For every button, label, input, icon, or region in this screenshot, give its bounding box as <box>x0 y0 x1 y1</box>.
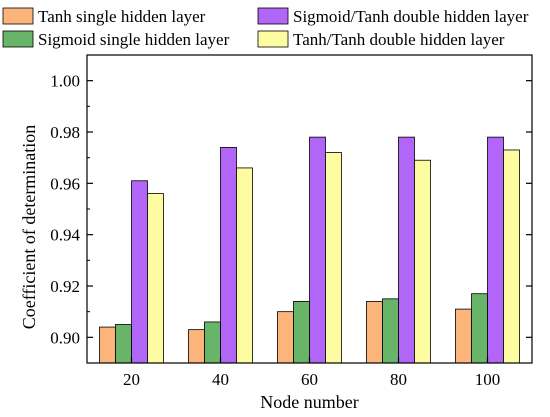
y-tick-label: 0.90 <box>50 328 80 347</box>
x-axis: 20 40 60 80 100 <box>123 357 500 389</box>
bar-2-20 <box>115 324 132 364</box>
legend-label-1: Tanh single hidden layer <box>38 7 206 26</box>
bar-1-100 <box>455 308 472 364</box>
legend: Tanh single hidden layer Sigmoid single h… <box>2 7 529 49</box>
legend-label-4: Tanh/Tanh double hidden layer <box>293 30 505 49</box>
legend-swatch-3 <box>257 7 289 25</box>
x-axis-title: Node number <box>260 392 358 412</box>
bar-4-80 <box>414 159 431 364</box>
bar-2-100 <box>471 293 488 364</box>
bar-4-20 <box>147 193 164 364</box>
bar-2-60 <box>293 300 310 364</box>
bar-4-60 <box>325 152 342 364</box>
bar-1-40 <box>188 329 205 364</box>
bar-4-40 <box>236 167 253 364</box>
legend-swatch-2 <box>2 30 34 48</box>
bar-1-60 <box>277 311 294 364</box>
y-tick-label: 0.96 <box>50 174 80 193</box>
legend-swatch-4 <box>257 30 289 48</box>
x-tick-label: 40 <box>212 370 229 389</box>
x-tick-label: 60 <box>301 370 318 389</box>
bar-3-80 <box>398 136 415 364</box>
legend-swatch-1 <box>2 7 34 25</box>
bar-2-80 <box>382 298 399 364</box>
bar-3-60 <box>309 136 326 364</box>
y-tick-label: 0.98 <box>50 123 80 142</box>
bar-3-40 <box>220 146 237 364</box>
bar-2-40 <box>204 321 221 364</box>
x-tick-label: 20 <box>123 370 140 389</box>
legend-label-3: Sigmoid/Tanh double hidden layer <box>293 7 529 26</box>
legend-label-2: Sigmoid single hidden layer <box>38 30 230 49</box>
bar-3-20 <box>131 180 148 364</box>
bar-4-100 <box>503 149 520 364</box>
x-tick-label: 100 <box>475 370 501 389</box>
y-tick-label: 0.94 <box>50 226 80 245</box>
y-axis: 0.90 0.92 0.94 0.96 0.98 1.00 <box>50 72 532 347</box>
bar-3-100 <box>487 136 504 364</box>
y-tick-label: 1.00 <box>50 72 80 91</box>
y-axis-title: Coefficient of determination <box>19 125 39 330</box>
x-tick-label: 80 <box>390 370 407 389</box>
bar-1-80 <box>366 300 383 364</box>
bar-1-20 <box>99 326 116 364</box>
y-tick-label: 0.92 <box>50 277 80 296</box>
bars <box>99 136 520 364</box>
